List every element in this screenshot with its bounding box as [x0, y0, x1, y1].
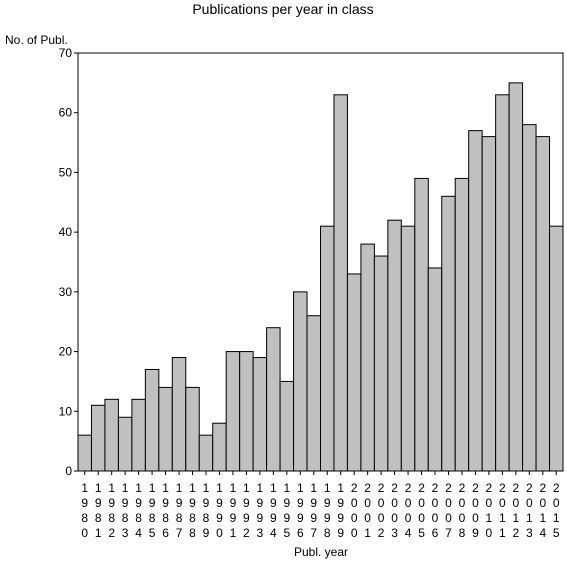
bar-2006 [427, 267, 443, 472]
y-tick-label: 0 [65, 464, 72, 478]
bars-group [77, 82, 564, 472]
bar-2013 [522, 124, 537, 472]
y-tick-label: 50 [59, 165, 73, 179]
bar-2015 [549, 225, 564, 472]
y-tick-label: 40 [59, 225, 73, 239]
y-tick-label: 70 [59, 46, 73, 60]
bar-1983 [117, 416, 133, 472]
bar-1991 [225, 351, 241, 472]
bar-1985 [144, 368, 160, 472]
bar-1999 [333, 94, 348, 472]
bar-2002 [373, 255, 389, 472]
bar-1994 [266, 327, 281, 472]
bar-1988 [185, 386, 200, 472]
x-axis-ticks: 1 9 8 0 1 9 8 1 1 9 8 2 1 9 8 3 1 9 8 4 1 9 8 5 1 9 8 6 1 9 8 7 1 9 8 8 1 9 8 9… [81, 471, 560, 540]
bar-1982 [104, 398, 119, 472]
bar-2009 [468, 130, 483, 472]
y-tick-label: 20 [59, 345, 73, 359]
bar-2001 [360, 243, 375, 472]
bar-2014 [535, 136, 551, 472]
bar-1990 [212, 422, 227, 472]
bar-1987 [171, 357, 187, 472]
bar-1980 [77, 434, 92, 472]
bar-1993 [252, 357, 268, 472]
bar-2008 [454, 177, 470, 472]
bar-2012 [508, 82, 524, 472]
bar-1997 [306, 315, 321, 472]
bar-2000 [346, 273, 362, 472]
bar-2010 [481, 136, 497, 472]
bar-2003 [387, 219, 402, 472]
bar-1981 [90, 404, 106, 472]
bar-2005 [414, 177, 429, 472]
plot-frame [77, 52, 564, 472]
bar-1998 [320, 225, 335, 472]
y-tick-label: 10 [59, 404, 73, 418]
bar-2007 [441, 195, 456, 472]
bar-1995 [279, 380, 295, 472]
y-tick-label: 30 [59, 285, 73, 299]
bar-1986 [158, 386, 173, 472]
y-tick-label: 60 [59, 106, 73, 120]
x-axis-label: Publ. year [294, 545, 348, 559]
bar-2004 [400, 225, 416, 472]
y-axis-label: No. of Publ. [5, 33, 68, 47]
chart-title: Publications per year in class [192, 1, 373, 17]
y-axis-ticks: 0 10 20 30 40 50 60 70 [59, 46, 78, 478]
bar-2011 [495, 94, 510, 472]
bar-1992 [239, 351, 254, 472]
bar-1996 [293, 291, 308, 472]
bar-1984 [131, 398, 146, 472]
bar-1989 [198, 434, 214, 472]
